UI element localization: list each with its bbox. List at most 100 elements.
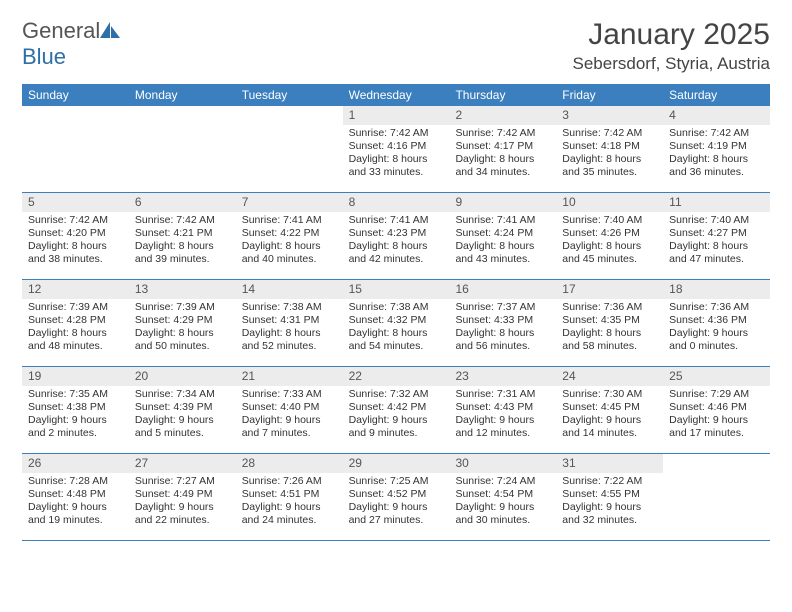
calendar-day-cell: 2Sunrise: 7:42 AMSunset: 4:17 PMDaylight… [449, 106, 556, 192]
day-detail-line: Daylight: 9 hours [28, 414, 123, 427]
day-detail-line: and 50 minutes. [135, 340, 230, 353]
day-detail-line: Sunset: 4:26 PM [562, 227, 657, 240]
day-details: Sunrise: 7:37 AMSunset: 4:33 PMDaylight:… [449, 301, 556, 358]
day-number: 17 [556, 280, 663, 299]
calendar-day-cell: 6 Sunrise: 7:42 AMSunset: 4:21 PMDaylight… [129, 193, 236, 279]
day-detail-line: Daylight: 8 hours [28, 327, 123, 340]
day-number: 5 [22, 193, 129, 212]
day-details: Sunrise: 7:41 AMSunset: 4:22 PMDaylight:… [236, 214, 343, 271]
title-block: January 2025 Sebersdorf, Styria, Austria [573, 18, 770, 74]
day-detail-line: Sunset: 4:29 PM [135, 314, 230, 327]
day-detail-line: Sunrise: 7:30 AM [562, 388, 657, 401]
day-detail-line: Daylight: 8 hours [562, 240, 657, 253]
day-detail-line: Sunset: 4:55 PM [562, 488, 657, 501]
day-details: Sunrise: 7:42 AMSunset: 4:17 PMDaylight:… [449, 127, 556, 184]
day-detail-line: Sunrise: 7:36 AM [669, 301, 764, 314]
day-number: 16 [449, 280, 556, 299]
calendar-day-cell [22, 106, 129, 192]
day-detail-line: Daylight: 9 hours [135, 501, 230, 514]
day-number: 23 [449, 367, 556, 386]
day-detail-line: and 32 minutes. [562, 514, 657, 527]
day-detail-line: Sunrise: 7:41 AM [242, 214, 337, 227]
day-detail-line: Sunrise: 7:22 AM [562, 475, 657, 488]
day-detail-line: Daylight: 8 hours [135, 240, 230, 253]
day-detail-line: Daylight: 9 hours [28, 501, 123, 514]
day-number: 20 [129, 367, 236, 386]
day-detail-line: Sunrise: 7:38 AM [349, 301, 444, 314]
weekday-header-cell: Saturday [663, 84, 770, 106]
weekday-header-cell: Tuesday [236, 84, 343, 106]
day-number: 8 [343, 193, 450, 212]
calendar-day-cell [129, 106, 236, 192]
location-subtitle: Sebersdorf, Styria, Austria [573, 54, 770, 74]
day-number: 11 [663, 193, 770, 212]
calendar-day-cell: 21Sunrise: 7:33 AMSunset: 4:40 PMDayligh… [236, 367, 343, 453]
day-detail-line: and 38 minutes. [28, 253, 123, 266]
day-detail-line: and 34 minutes. [455, 166, 550, 179]
day-detail-line: Sunset: 4:18 PM [562, 140, 657, 153]
day-number: 30 [449, 454, 556, 473]
day-detail-line: Sunset: 4:45 PM [562, 401, 657, 414]
calendar-day-cell: 25Sunrise: 7:29 AMSunset: 4:46 PMDayligh… [663, 367, 770, 453]
calendar-week-row: 26Sunrise: 7:28 AMSunset: 4:48 PMDayligh… [22, 454, 770, 541]
day-detail-line: and 12 minutes. [455, 427, 550, 440]
day-detail-line: Sunset: 4:52 PM [349, 488, 444, 501]
day-detail-line: Sunset: 4:36 PM [669, 314, 764, 327]
weekday-header-cell: Friday [556, 84, 663, 106]
day-details: Sunrise: 7:36 AMSunset: 4:35 PMDaylight:… [556, 301, 663, 358]
calendar-day-cell: 10Sunrise: 7:40 AMSunset: 4:26 PMDayligh… [556, 193, 663, 279]
day-detail-line: Sunrise: 7:37 AM [455, 301, 550, 314]
day-detail-line: and 48 minutes. [28, 340, 123, 353]
logo-text: GeneralBlue [22, 18, 122, 70]
day-detail-line: Sunset: 4:22 PM [242, 227, 337, 240]
calendar-day-cell: 22Sunrise: 7:32 AMSunset: 4:42 PMDayligh… [343, 367, 450, 453]
day-detail-line: and 2 minutes. [28, 427, 123, 440]
day-detail-line: and 40 minutes. [242, 253, 337, 266]
day-detail-line: and 45 minutes. [562, 253, 657, 266]
day-detail-line: and 0 minutes. [669, 340, 764, 353]
day-detail-line: Sunrise: 7:42 AM [349, 127, 444, 140]
calendar-day-cell: 13Sunrise: 7:39 AMSunset: 4:29 PMDayligh… [129, 280, 236, 366]
day-detail-line: Sunrise: 7:25 AM [349, 475, 444, 488]
day-detail-line: Sunrise: 7:33 AM [242, 388, 337, 401]
day-detail-line: Sunrise: 7:41 AM [455, 214, 550, 227]
day-details: Sunrise: 7:34 AMSunset: 4:39 PMDaylight:… [129, 388, 236, 445]
day-number: 13 [129, 280, 236, 299]
day-details: Sunrise: 7:32 AMSunset: 4:42 PMDaylight:… [343, 388, 450, 445]
day-detail-line: Daylight: 8 hours [242, 327, 337, 340]
day-detail-line: Sunset: 4:28 PM [28, 314, 123, 327]
day-details: Sunrise: 7:33 AMSunset: 4:40 PMDaylight:… [236, 388, 343, 445]
day-details: Sunrise: 7:42 AMSunset: 4:20 PMDaylight:… [22, 214, 129, 271]
calendar-day-cell: 4Sunrise: 7:42 AMSunset: 4:19 PMDaylight… [663, 106, 770, 192]
day-detail-line: Sunrise: 7:32 AM [349, 388, 444, 401]
day-number [22, 106, 129, 110]
day-detail-line: Daylight: 8 hours [562, 327, 657, 340]
day-details: Sunrise: 7:35 AMSunset: 4:38 PMDaylight:… [22, 388, 129, 445]
day-detail-line: Sunrise: 7:38 AM [242, 301, 337, 314]
day-details: Sunrise: 7:40 AMSunset: 4:27 PMDaylight:… [663, 214, 770, 271]
day-detail-line: Daylight: 9 hours [349, 501, 444, 514]
day-detail-line: and 14 minutes. [562, 427, 657, 440]
calendar-day-cell [236, 106, 343, 192]
day-detail-line: Sunrise: 7:42 AM [562, 127, 657, 140]
day-details: Sunrise: 7:42 AMSunset: 4:21 PMDaylight:… [129, 214, 236, 271]
day-detail-line: Sunset: 4:16 PM [349, 140, 444, 153]
day-number: 24 [556, 367, 663, 386]
day-details: Sunrise: 7:38 AMSunset: 4:32 PMDaylight:… [343, 301, 450, 358]
weekday-header-cell: Wednesday [343, 84, 450, 106]
day-detail-line: Sunset: 4:27 PM [669, 227, 764, 240]
day-detail-line: Sunset: 4:39 PM [135, 401, 230, 414]
calendar-week-row: 19Sunrise: 7:35 AMSunset: 4:38 PMDayligh… [22, 367, 770, 454]
day-details: Sunrise: 7:22 AMSunset: 4:55 PMDaylight:… [556, 475, 663, 532]
day-detail-line: Sunset: 4:17 PM [455, 140, 550, 153]
day-detail-line: Sunrise: 7:40 AM [562, 214, 657, 227]
page-header: GeneralBlue January 2025 Sebersdorf, Sty… [22, 18, 770, 74]
weekday-header-cell: Monday [129, 84, 236, 106]
day-number: 6 [129, 193, 236, 212]
day-detail-line: Sunset: 4:42 PM [349, 401, 444, 414]
day-detail-line: and 43 minutes. [455, 253, 550, 266]
logo-sail-icon [100, 18, 122, 44]
day-details: Sunrise: 7:31 AMSunset: 4:43 PMDaylight:… [449, 388, 556, 445]
day-detail-line: Daylight: 8 hours [455, 240, 550, 253]
day-number: 14 [236, 280, 343, 299]
